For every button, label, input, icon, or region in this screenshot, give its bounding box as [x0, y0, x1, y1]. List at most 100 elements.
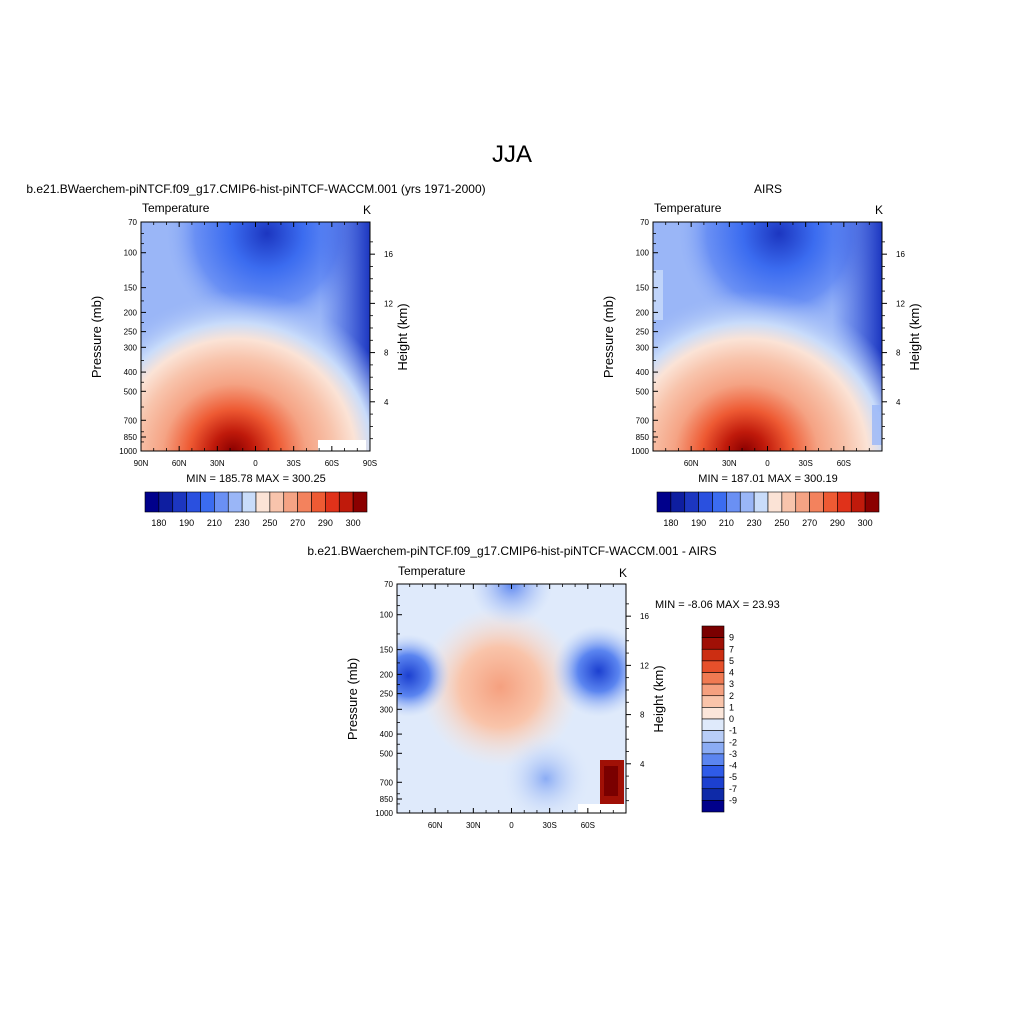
stats-text: MIN = 185.78 MAX = 300.25	[186, 473, 325, 485]
y-tick-label: 150	[636, 284, 650, 293]
latitude-axis: 90N 60N 30N 0 30S 60S 90S	[134, 222, 377, 468]
y-axis-title: Pressure (mb)	[345, 658, 360, 740]
colorbar-swatch	[701, 672, 725, 685]
contour-field	[653, 222, 882, 451]
height-axis: 4 8 12 16	[370, 241, 393, 440]
y-tick-label: 850	[380, 795, 394, 804]
colorbar-swatch	[753, 491, 769, 513]
colorbar-swatch	[701, 648, 725, 662]
panel-right-label: K	[363, 203, 371, 217]
colorbar-label: 210	[207, 518, 222, 528]
colorbar-swatch	[701, 625, 725, 638]
y-tick-label: 700	[124, 416, 138, 425]
x-tick-label: 60N	[684, 459, 699, 468]
colorbar-label: 300	[858, 518, 873, 528]
colorbar-label: 3	[729, 679, 734, 689]
colorbar-label: 270	[290, 518, 305, 528]
panel-right-label: K	[619, 566, 627, 580]
x-tick-label: 60S	[325, 459, 339, 468]
y-tick-label: 250	[124, 328, 138, 337]
y2-tick-label: 8	[896, 349, 901, 358]
x-tick-label: 60S	[581, 821, 595, 830]
colorbar-label: -7	[729, 784, 737, 794]
y-tick-label: 400	[380, 730, 394, 739]
colorbar-label: -3	[729, 749, 737, 759]
colorbar: 180 190 210 230 250 270 290 300	[656, 491, 880, 528]
colorbar-swatch	[200, 491, 215, 513]
colorbar-swatch	[739, 491, 755, 513]
colorbar-label: 190	[691, 518, 706, 528]
colorbar-swatch	[241, 491, 257, 513]
y2-tick-label: 4	[384, 398, 389, 407]
y-tick-label: 400	[636, 368, 650, 377]
x-tick-label: 60N	[172, 459, 187, 468]
colorbar-swatch	[311, 491, 326, 513]
colorbar-swatch	[712, 491, 727, 513]
colorbar-swatch	[325, 491, 340, 513]
y-tick-label: 70	[640, 218, 649, 227]
panel-title: b.e21.BWaerchem-piNTCF.f09_g17.CMIP6-his…	[307, 544, 716, 558]
y-tick-label: 70	[384, 580, 393, 589]
y2-tick-label: 8	[640, 711, 645, 720]
y-tick-label: 500	[636, 387, 650, 396]
colorbar-swatch	[823, 491, 838, 513]
colorbar-label: 5	[729, 656, 734, 666]
colorbar-swatch	[809, 491, 824, 513]
contour-field	[141, 222, 370, 451]
y-tick-label: 150	[380, 646, 394, 655]
y-tick-label: 400	[124, 368, 138, 377]
contour-field	[397, 584, 626, 813]
colorbar-swatch	[795, 491, 810, 513]
y-tick-label: 100	[636, 249, 650, 258]
y-tick-label: 500	[124, 387, 138, 396]
y-tick-label: 850	[636, 433, 650, 442]
y-tick-label: 100	[380, 611, 394, 620]
y2-tick-label: 4	[640, 760, 645, 769]
colorbar-label: -4	[729, 761, 737, 771]
colorbar-swatch	[283, 491, 298, 513]
colorbar-swatch	[158, 491, 174, 513]
height-axis: 4 8 12 16	[626, 603, 649, 802]
y2-axis-title: Height (km)	[651, 665, 666, 732]
colorbar-swatch	[701, 695, 725, 708]
y2-axis-title: Height (km)	[395, 303, 410, 370]
colorbar-swatch	[837, 491, 852, 513]
panel-right-label: K	[875, 203, 883, 217]
pressure-axis: 70 100 150 200 250 300 400 500 700 850 1000	[631, 218, 658, 456]
colorbar-swatch	[227, 491, 243, 513]
y2-tick-label: 12	[384, 299, 393, 308]
colorbar-label: 7	[729, 644, 734, 654]
colorbar-label: -5	[729, 772, 737, 782]
panel-difference: b.e21.BWaerchem-piNTCF.f09_g17.CMIP6-his…	[307, 544, 779, 830]
colorbar-swatch	[767, 491, 783, 513]
y2-tick-label: 12	[896, 299, 905, 308]
stats-text: MIN = -8.06 MAX = 23.93	[655, 599, 780, 611]
colorbar-label: 2	[729, 691, 734, 701]
y-tick-label: 700	[636, 416, 650, 425]
y-tick-label: 1000	[119, 447, 137, 456]
colorbar-label: 1	[729, 702, 734, 712]
colorbar-swatch	[701, 660, 725, 673]
colorbar-label: -1	[729, 726, 737, 736]
panel-model: b.e21.BWaerchem-piNTCF.f09_g17.CMIP6-his…	[26, 182, 485, 528]
colorbar-swatch	[701, 776, 725, 790]
x-tick-label: 90S	[363, 459, 377, 468]
colorbar-swatch	[338, 491, 354, 513]
panel-title: b.e21.BWaerchem-piNTCF.f09_g17.CMIP6-his…	[26, 182, 485, 196]
y-tick-label: 500	[380, 749, 394, 758]
x-tick-label: 0	[509, 821, 514, 830]
y-tick-label: 1000	[631, 447, 649, 456]
colorbar-swatch	[269, 491, 285, 513]
colorbar-swatch	[864, 491, 880, 513]
colorbar-swatch	[701, 718, 725, 731]
colorbar: 180 190 210 230 250 270 290 300	[144, 491, 368, 528]
colorbar-swatch	[186, 491, 201, 513]
y2-tick-label: 8	[384, 349, 389, 358]
colorbar-swatch	[701, 800, 725, 813]
colorbar-label: 250	[262, 518, 277, 528]
y-tick-label: 850	[124, 433, 138, 442]
x-tick-label: 30S	[543, 821, 557, 830]
colorbar-swatch	[670, 491, 686, 513]
x-tick-label: 30N	[210, 459, 225, 468]
